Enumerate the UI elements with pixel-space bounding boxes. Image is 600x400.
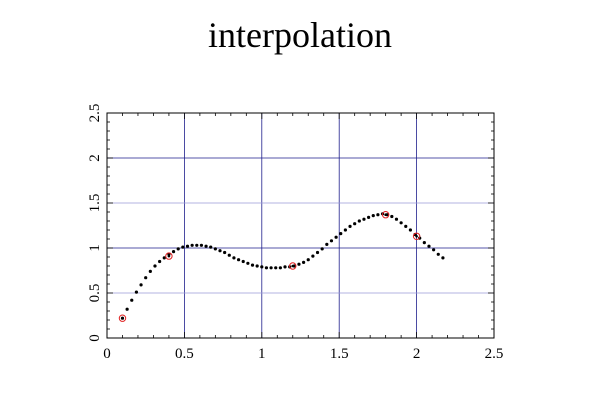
y-tick-label-1: 0.5 bbox=[87, 284, 103, 303]
curve-point bbox=[204, 244, 208, 248]
curve-point bbox=[329, 239, 334, 243]
curve-point bbox=[181, 245, 185, 249]
sample-point-3 bbox=[381, 211, 390, 219]
curve-point bbox=[255, 264, 259, 268]
curve-point bbox=[264, 266, 269, 270]
curve-point bbox=[134, 290, 139, 294]
y-tick-label-2: 1 bbox=[87, 244, 103, 252]
curve-point bbox=[144, 276, 148, 280]
curve-point bbox=[404, 224, 408, 228]
curve-point bbox=[343, 228, 347, 232]
curve-point bbox=[422, 241, 426, 245]
curve-point bbox=[408, 228, 413, 232]
y-tick-label-5: 2.5 bbox=[87, 104, 103, 123]
curve-point bbox=[139, 283, 143, 287]
y-tick-label-4: 2 bbox=[87, 154, 103, 162]
curve-point bbox=[371, 214, 375, 218]
axes-layer bbox=[106, 112, 495, 339]
interpolated-curve bbox=[120, 212, 445, 320]
curve-point bbox=[306, 258, 310, 262]
curve-point bbox=[209, 245, 213, 249]
x-tick-label-4: 2 bbox=[413, 346, 421, 362]
x-tick-label-5: 2.5 bbox=[485, 346, 504, 362]
curve-point bbox=[190, 243, 194, 247]
curve-point bbox=[278, 266, 282, 270]
curve-point bbox=[441, 256, 445, 260]
x-tick-label-0: 0 bbox=[103, 346, 111, 362]
curve-point bbox=[376, 213, 380, 217]
y-tick-label-3: 1.5 bbox=[87, 194, 103, 213]
curve-point bbox=[199, 243, 204, 247]
curve-point bbox=[315, 250, 320, 255]
curve-point bbox=[153, 264, 157, 268]
curve-point bbox=[269, 266, 273, 270]
x-tick-label-3: 1.5 bbox=[330, 346, 349, 362]
curve-point bbox=[348, 224, 352, 228]
curve-point bbox=[362, 217, 366, 221]
chart-title: interpolation bbox=[208, 15, 392, 55]
curve-point bbox=[246, 261, 250, 265]
sample-point-0 bbox=[118, 314, 127, 322]
sample-point-1 bbox=[165, 252, 173, 260]
curve-point bbox=[353, 222, 357, 226]
curve-point bbox=[218, 249, 222, 253]
tick-labels: 0 0.5 1 1.5 2 2.5 0 0.5 1 1.5 2 2.5 bbox=[87, 104, 503, 362]
curve-point bbox=[334, 235, 338, 239]
curve-point bbox=[195, 243, 199, 247]
sample-point-center-2 bbox=[291, 264, 295, 268]
curve-point bbox=[311, 254, 315, 258]
sample-points bbox=[118, 211, 421, 322]
sample-point-center-1 bbox=[167, 254, 171, 258]
curve-point bbox=[325, 242, 329, 246]
curve-point bbox=[185, 244, 190, 248]
curve-point bbox=[367, 215, 371, 219]
curve-point bbox=[399, 221, 403, 225]
curve-point bbox=[125, 307, 129, 311]
curve-point bbox=[260, 265, 264, 269]
curve-point bbox=[162, 256, 166, 260]
curve-point bbox=[390, 214, 394, 219]
curve-point bbox=[427, 244, 431, 248]
grid-layer bbox=[107, 113, 494, 338]
curve-point bbox=[301, 260, 306, 264]
curve-point bbox=[227, 253, 231, 257]
curve-point bbox=[297, 262, 301, 266]
sample-point-2 bbox=[289, 262, 297, 270]
curve-point bbox=[320, 247, 324, 251]
x-tick-label-1: 0.5 bbox=[175, 346, 194, 362]
curve-point bbox=[223, 250, 227, 255]
curve-point bbox=[250, 263, 255, 267]
x-tick-label-2: 1 bbox=[258, 346, 266, 362]
plot-frame bbox=[106, 112, 495, 339]
curve-point bbox=[283, 265, 287, 269]
curve-point bbox=[158, 259, 162, 264]
curve-point bbox=[130, 298, 134, 302]
curve-point bbox=[394, 217, 399, 221]
sample-point-center-3 bbox=[384, 213, 387, 216]
curve-point bbox=[232, 256, 236, 260]
sample-point-center-4 bbox=[415, 235, 418, 238]
curve-point bbox=[432, 248, 436, 252]
sample-point-4 bbox=[412, 232, 421, 241]
curve-point bbox=[357, 219, 361, 223]
curve-point bbox=[274, 266, 278, 270]
curve-point bbox=[148, 269, 152, 273]
curve-point bbox=[213, 247, 217, 251]
sample-point-center-0 bbox=[121, 316, 124, 320]
curve-point bbox=[171, 250, 176, 254]
curve-point bbox=[236, 258, 241, 262]
curve-point bbox=[436, 252, 440, 256]
y-tick-label-0: 0 bbox=[87, 334, 103, 342]
curve-point bbox=[176, 247, 180, 251]
curve-point bbox=[339, 232, 343, 236]
curve-point bbox=[241, 259, 245, 264]
